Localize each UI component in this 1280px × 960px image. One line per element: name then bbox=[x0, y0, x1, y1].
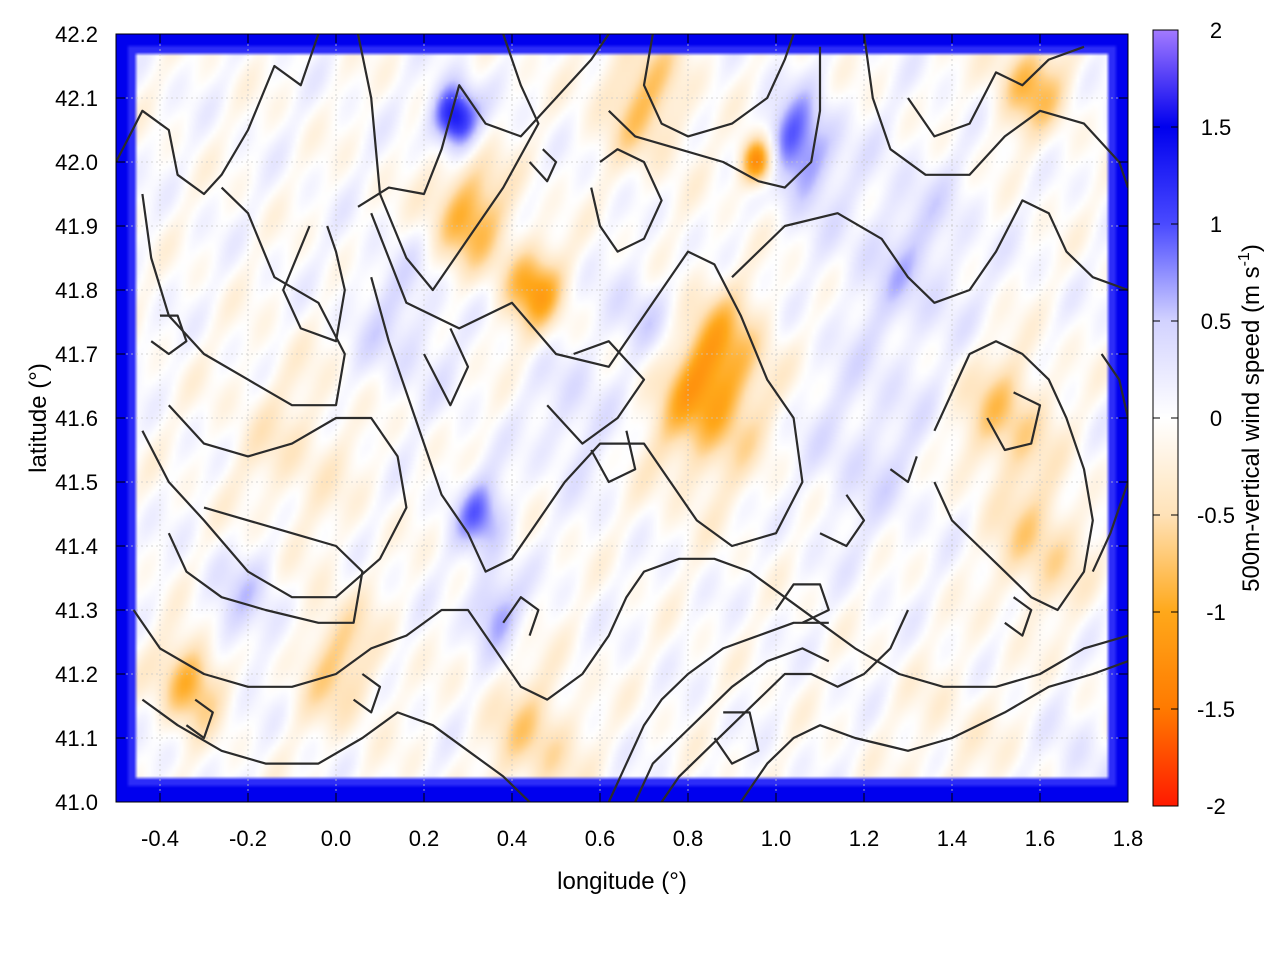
contour-line bbox=[370, 212, 804, 573]
contour-line bbox=[141, 186, 346, 407]
x-tick-label: 1.8 bbox=[1113, 826, 1144, 851]
colorbar-tick-label: -2 bbox=[1206, 794, 1226, 819]
x-axis: -0.4 -0.2 0.0 0.2 0.4 0.6 0.8 1.0 1.2 1.4 1.6 1.8 bbox=[141, 34, 1143, 851]
colorbar-label: 500m-vertical wind speed (m s-1) bbox=[1236, 244, 1265, 592]
x-tick-label: 0.8 bbox=[673, 826, 704, 851]
colorbar-label-main: 500m-vertical wind speed (m s bbox=[1238, 266, 1265, 591]
contour-line bbox=[1004, 596, 1033, 637]
contour-line bbox=[739, 660, 1128, 802]
y-tick-label: 42.1 bbox=[55, 86, 98, 111]
colorbar-tick-label: 1.5 bbox=[1201, 115, 1232, 140]
contour-line bbox=[141, 404, 408, 599]
y-tick-label: 41.0 bbox=[55, 790, 98, 815]
contour-line bbox=[528, 148, 558, 183]
x-axis-label: longitude (°) bbox=[557, 868, 687, 895]
colorbar-label-superscript: -1 bbox=[1236, 252, 1253, 266]
contour-lines bbox=[116, 34, 1128, 802]
colorbar-tick-label: 0.5 bbox=[1201, 309, 1232, 334]
contour-line bbox=[608, 46, 822, 189]
contour-line bbox=[150, 314, 188, 356]
contour-line bbox=[907, 45, 1085, 138]
contour-line bbox=[590, 148, 663, 253]
contour-line bbox=[546, 340, 646, 445]
colorbar-ticks: 2 1.5 1 0.5 0 -0.5 -1 -1.5 -2 bbox=[1153, 18, 1235, 819]
colorbar-tick-label: 0 bbox=[1210, 406, 1222, 431]
contour-line bbox=[862, 34, 1128, 188]
contour-line bbox=[634, 647, 830, 802]
colorbar-tick-label: 2 bbox=[1210, 18, 1222, 43]
y-tick-label: 42.2 bbox=[55, 22, 98, 47]
x-tick-label: 1.2 bbox=[849, 826, 880, 851]
y-tick-label: 41.8 bbox=[55, 278, 98, 303]
x-tick-label: 0.4 bbox=[497, 826, 528, 851]
y-tick-label: 41.2 bbox=[55, 662, 98, 687]
contour-line bbox=[986, 391, 1042, 452]
colorbar-tick-label: -1 bbox=[1206, 600, 1226, 625]
y-axis-label: latitude (°) bbox=[25, 363, 52, 473]
contour-line bbox=[502, 596, 540, 636]
contour-line bbox=[660, 609, 909, 802]
y-tick-label: 41.3 bbox=[55, 598, 98, 623]
y-axis: 41.0 41.1 41.2 41.3 41.4 41.5 41.6 41.7 41.8 41.9… bbox=[55, 22, 1128, 815]
contour-line bbox=[141, 698, 531, 802]
y-tick-label: 42.0 bbox=[55, 150, 98, 175]
contour-line bbox=[933, 340, 1094, 612]
x-tick-label: 0.0 bbox=[321, 826, 352, 851]
x-tick-label: 1.0 bbox=[761, 826, 792, 851]
contour-line bbox=[185, 698, 214, 740]
contour-line bbox=[889, 456, 918, 484]
contour-line bbox=[132, 557, 1128, 701]
x-tick-label: -0.2 bbox=[229, 826, 267, 851]
contour-line bbox=[590, 430, 637, 484]
contour-line bbox=[731, 199, 1128, 304]
x-tick-label: 1.6 bbox=[1025, 826, 1056, 851]
colorbar-label-close: ) bbox=[1238, 244, 1265, 252]
contour-line bbox=[713, 711, 760, 765]
y-tick-label: 41.5 bbox=[55, 470, 98, 495]
colorbar: 2 1.5 1 0.5 0 -0.5 -1 -1.5 -2 bbox=[1152, 18, 1235, 819]
x-tick-label: 1.4 bbox=[937, 826, 968, 851]
contour-line bbox=[356, 34, 540, 292]
contour-line bbox=[775, 583, 830, 624]
contour-line bbox=[423, 327, 470, 407]
contour-line bbox=[607, 621, 829, 802]
contour-line bbox=[357, 34, 610, 208]
colorbar-tick-label: -1.5 bbox=[1197, 697, 1235, 722]
y-tick-label: 41.6 bbox=[55, 406, 98, 431]
x-tick-label: 0.2 bbox=[409, 826, 440, 851]
y-tick-label: 41.1 bbox=[55, 726, 98, 751]
contour-line bbox=[167, 506, 364, 624]
contour-line bbox=[819, 494, 866, 548]
contour-line bbox=[282, 225, 346, 343]
x-tick-label: 0.6 bbox=[585, 826, 616, 851]
contour-line bbox=[642, 34, 795, 138]
plot-area bbox=[115, 33, 1129, 803]
y-tick-label: 41.7 bbox=[55, 342, 98, 367]
colorbar-tick-label: 1 bbox=[1210, 212, 1222, 237]
colorbar-tick-label: -0.5 bbox=[1197, 503, 1235, 528]
contour-line bbox=[1091, 353, 1128, 573]
contour-line bbox=[352, 673, 382, 714]
contour-line bbox=[116, 34, 320, 196]
y-tick-label: 41.4 bbox=[55, 534, 98, 559]
y-tick-label: 41.9 bbox=[55, 214, 98, 239]
x-tick-label: -0.4 bbox=[141, 826, 179, 851]
